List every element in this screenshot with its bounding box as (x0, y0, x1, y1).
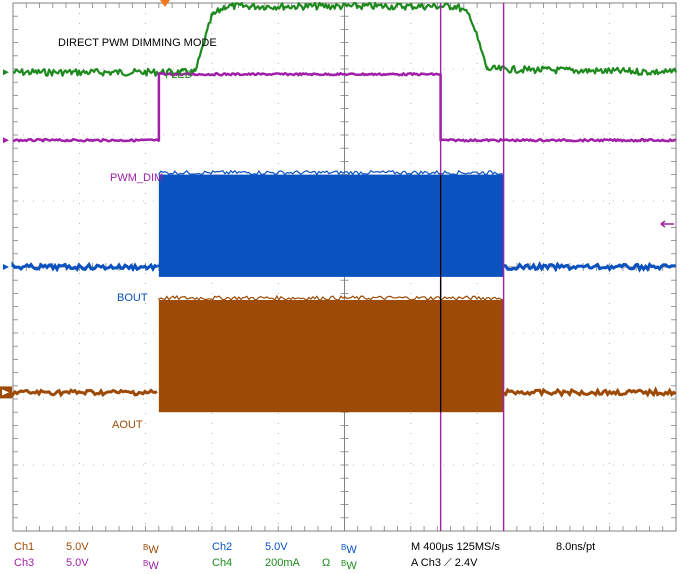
trace-bout-edge (158, 169, 503, 176)
timebase-readout: M 400μs 125MS/s (411, 541, 500, 553)
ground-marker-ch2 (3, 264, 9, 270)
trace-aout-edge (158, 294, 504, 302)
ch1-label: Ch1 (14, 541, 35, 553)
record-readout: 8.0ns/pt (556, 541, 596, 553)
ch4-label: Ch4 (212, 557, 233, 569)
label-layer: DIRECT PWM DIMMING MODE I LED PWM_DIM BO… (58, 37, 217, 431)
series-label-iled: I LED (165, 69, 193, 81)
edge-markers (0, 0, 674, 399)
trace-aout-baseline (502, 386, 677, 398)
ch2-bw-limit: BW (341, 543, 357, 556)
series-label-pwm-dim: PWM_DIM (110, 172, 163, 184)
ground-marker-ch3 (3, 137, 9, 144)
ch2-scale: 5.0V (265, 541, 288, 553)
trigger-readout: A Ch3 ⟋ 2.4V (411, 557, 478, 569)
series-label-bout: BOUT (117, 292, 148, 304)
cursor-layer (439, 3, 505, 531)
ch2-label: Ch2 (212, 541, 233, 553)
trigger-level-icon (660, 220, 674, 228)
trace-layer (11, 1, 678, 413)
trace-bout-baseline (11, 261, 158, 273)
ch1-scale: 5.0V (66, 541, 89, 553)
trace-bout-burst (158, 174, 504, 277)
trace-aout-baseline (11, 388, 158, 399)
chart-title: DIRECT PWM DIMMING MODE (58, 37, 217, 49)
ch4-scale: 200mA (265, 557, 300, 569)
ch4-bw-limit: BW (341, 559, 357, 572)
ch3-bw-limit: BW (143, 559, 159, 572)
trigger-position-icon (160, 0, 170, 7)
ch3-label: Ch3 (14, 557, 35, 569)
ch1-ground-arrow-icon (2, 389, 9, 396)
ch1-bw-limit: BW (143, 543, 159, 556)
series-label-aout: AOUT (112, 419, 143, 431)
trace-i-led (12, 1, 678, 77)
ch3-scale: 5.0V (66, 557, 89, 569)
trace-bout-baseline (502, 261, 676, 273)
ground-marker-ch4 (3, 69, 9, 76)
ch4-ohm: Ω (322, 557, 331, 569)
trace-pwm-dim (12, 72, 677, 143)
status-bar: Ch1 5.0V BW Ch3 5.0V BW Ch2 5.0V BW Ch4 … (0, 538, 685, 574)
trace-aout-burst (158, 300, 504, 413)
